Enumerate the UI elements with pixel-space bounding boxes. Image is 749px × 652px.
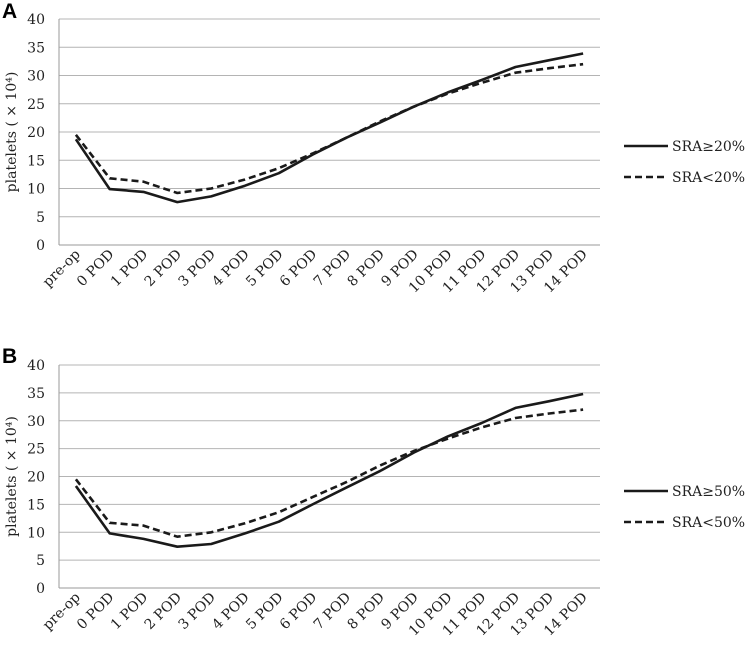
legend-label: SRA≥20% [672, 139, 745, 155]
series-line-1 [74, 52, 584, 204]
chart-panel-a: A 0 5 10 15 20 25 30 35 40 platelets ( × 10⁴) pre-o… [2, 0, 745, 296]
x-tick-label: 8 POD [345, 247, 388, 290]
x-tick-label: 0 POD [74, 247, 117, 290]
x-tick-label: pre-op [40, 246, 84, 290]
series-line-1 [74, 392, 584, 549]
y-tick-label: 35 [27, 386, 45, 402]
panel-label: B [2, 345, 17, 368]
x-tick-label: 4 POD [209, 590, 252, 633]
y-tick-label: 15 [27, 153, 45, 169]
chart-panel-b: B 0 5 10 15 20 25 30 35 40 platelets ( × 10⁴) pre-o… [2, 345, 745, 639]
y-tick-label: 10 [27, 525, 45, 541]
x-tick-label: pre-op [40, 589, 84, 633]
y-tick-label: 5 [36, 210, 45, 226]
y-tick-label: 40 [27, 12, 45, 28]
y-tick-label: 0 [36, 238, 45, 254]
x-tick-label: 8 POD [345, 590, 388, 633]
y-tick-label: 5 [36, 553, 45, 569]
y-tick-label: 10 [27, 182, 45, 198]
y-tick-label: 25 [27, 97, 45, 113]
x-tick-label: 2 POD [142, 247, 185, 290]
x-tick-label: 0 POD [74, 590, 117, 633]
legend-label: SRA<50% [672, 515, 745, 531]
x-tick-label: 2 POD [142, 590, 185, 633]
y-tick-label: 15 [27, 497, 45, 513]
y-tick-label: 25 [27, 442, 45, 458]
x-tick-label: 5 POD [243, 590, 286, 633]
x-tick-label: 7 POD [311, 247, 354, 290]
series-line-2 [74, 408, 584, 539]
y-axis-label: platelets ( × 10⁴) [4, 72, 20, 193]
panel-label: A [2, 0, 17, 23]
x-tick-label: 4 POD [209, 247, 252, 290]
x-tick-label: 6 POD [277, 590, 320, 633]
y-tick-label: 35 [27, 40, 45, 56]
x-tick-label: 3 POD [176, 247, 219, 290]
x-tick-label: 7 POD [311, 590, 354, 633]
x-tick-label: 6 POD [277, 247, 320, 290]
y-tick-label: 0 [36, 581, 45, 597]
x-tick-label: 1 POD [108, 247, 151, 290]
x-tick-label: 5 POD [243, 247, 286, 290]
y-tick-label: 40 [27, 358, 45, 374]
legend-label: SRA<20% [672, 170, 745, 186]
series-line-2 [74, 62, 584, 195]
x-tick-label: 1 POD [108, 590, 151, 633]
x-tick-label: 3 POD [176, 590, 219, 633]
y-tick-label: 30 [27, 69, 45, 85]
y-axis-label: platelets ( × 10⁴) [4, 416, 20, 537]
y-tick-label: 30 [27, 414, 45, 430]
y-tick-label: 20 [27, 470, 45, 486]
legend-label: SRA≥50% [672, 484, 745, 500]
y-tick-label: 20 [27, 125, 45, 141]
